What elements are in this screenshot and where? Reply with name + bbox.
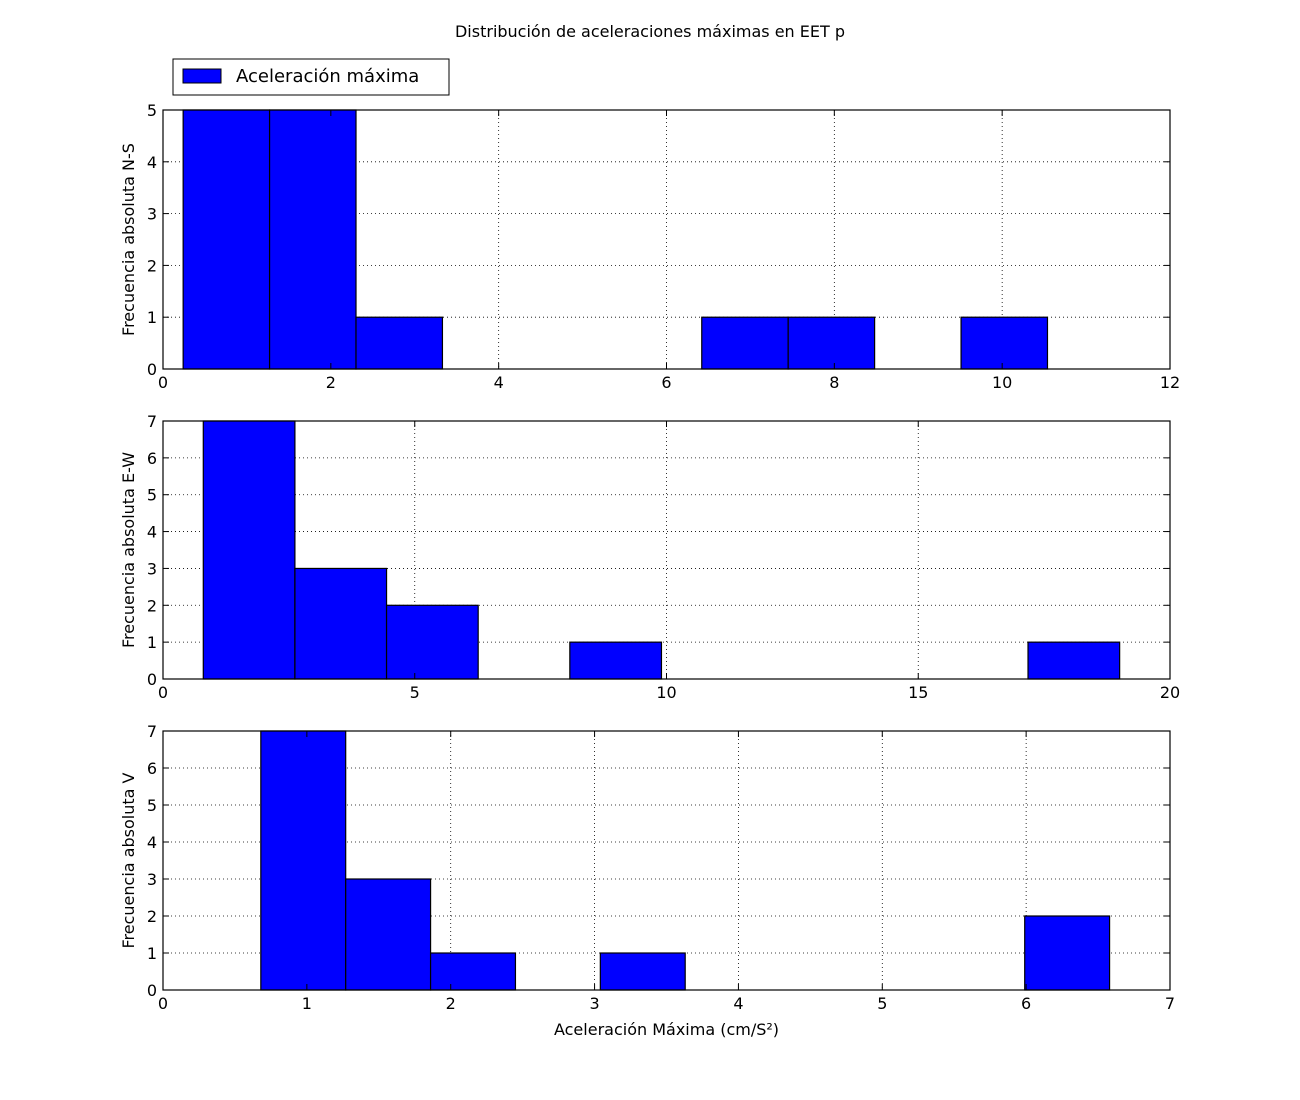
histogram-bar-v-0 <box>260 730 347 991</box>
y-tick-label: 1 <box>147 308 157 327</box>
histogram-bar-v-9 <box>1024 915 1111 991</box>
y-tick-label: 0 <box>147 670 157 689</box>
x-tick-label: 4 <box>494 373 504 392</box>
histogram-bar-ns-2 <box>355 316 444 370</box>
histogram-bar-v-4 <box>599 952 686 991</box>
x-tick-label: 5 <box>410 683 420 702</box>
y-tick-label: 1 <box>147 633 157 652</box>
x-tick-label: 20 <box>1160 683 1180 702</box>
histogram-bar-ew-1 <box>294 567 388 680</box>
x-tick-label: 3 <box>589 994 599 1013</box>
x-axis-label: Aceleración Máxima (cm/S²) <box>554 1020 779 1039</box>
y-tick-label: 2 <box>147 256 157 275</box>
x-tick-label: 6 <box>1021 994 1031 1013</box>
x-tick-label: 10 <box>992 373 1012 392</box>
x-tick-label: 15 <box>908 683 928 702</box>
y-tick-label: 0 <box>147 981 157 1000</box>
x-tick-label: 2 <box>326 373 336 392</box>
x-tick-label: 0 <box>158 683 168 702</box>
legend-swatch <box>182 68 222 84</box>
y-tick-label: 3 <box>147 870 157 889</box>
y-tick-label: 4 <box>147 153 157 172</box>
y-tick-label: 6 <box>147 449 157 468</box>
x-tick-label: 12 <box>1160 373 1180 392</box>
y-tick-label: 3 <box>147 205 157 224</box>
x-tick-label: 5 <box>877 994 887 1013</box>
y-tick-label: 5 <box>147 101 157 120</box>
y-tick-label: 7 <box>147 412 157 431</box>
y-tick-label: 1 <box>147 944 157 963</box>
histogram-bar-ns-7 <box>787 316 876 370</box>
x-tick-label: 6 <box>661 373 671 392</box>
y-tick-label: 2 <box>147 907 157 926</box>
x-tick-label: 1 <box>302 994 312 1013</box>
y-tick-label: 0 <box>147 360 157 379</box>
x-tick-label: 2 <box>446 994 456 1013</box>
histogram-bar-ew-2 <box>385 604 479 680</box>
y-tick-label: 6 <box>147 759 157 778</box>
y-tick-label: 3 <box>147 559 157 578</box>
y-axis-label-ns: Frecuencia absoluta N-S <box>119 143 138 336</box>
y-axis-label-v: Frecuencia absoluta V <box>119 772 138 948</box>
subplot-ew: 0 5 10 15 20 0 1 2 3 4 5 6 7 Frecuencia absoluta E-W <box>119 412 1180 702</box>
legend-label: Aceleración máxima <box>236 66 419 87</box>
y-tick-label: 5 <box>147 486 157 505</box>
x-tick-label: 0 <box>158 994 168 1013</box>
y-tick-label: 5 <box>147 796 157 815</box>
axes-frame-v <box>162 730 1171 991</box>
y-tick-label: 7 <box>147 722 157 741</box>
y-axis-label-ew: Frecuencia absoluta E-W <box>119 452 138 648</box>
histogram-bar-ns-6 <box>701 316 789 370</box>
histogram-bar-ew-0 <box>202 420 296 680</box>
x-tick-label: 8 <box>829 373 839 392</box>
histogram-bar-ns-0 <box>182 109 271 370</box>
histogram-bar-v-1 <box>345 878 432 991</box>
x-tick-label: 7 <box>1165 994 1175 1013</box>
histogram-bar-ew-4 <box>569 641 663 680</box>
y-tick-label: 4 <box>147 833 157 852</box>
x-tick-label: 0 <box>158 373 168 392</box>
y-tick-label: 2 <box>147 596 157 615</box>
figure-title: Distribución de aceleraciones máximas en… <box>455 22 845 41</box>
y-tick-label: 4 <box>147 523 157 542</box>
histogram-bar-ew-9 <box>1027 641 1121 680</box>
x-tick-label: 10 <box>656 683 676 702</box>
subplot-v: 0 1 2 3 4 5 6 7 0 1 2 3 4 5 6 7 Frecuencia absoluta V Ace… <box>119 722 1175 1039</box>
histogram-bar-ns-1 <box>268 109 357 370</box>
histogram-bar-v-2 <box>429 952 517 991</box>
x-tick-label: 4 <box>733 994 743 1013</box>
histogram-bar-ns-9 <box>960 316 1049 370</box>
legend: Aceleración máxima <box>172 58 450 96</box>
